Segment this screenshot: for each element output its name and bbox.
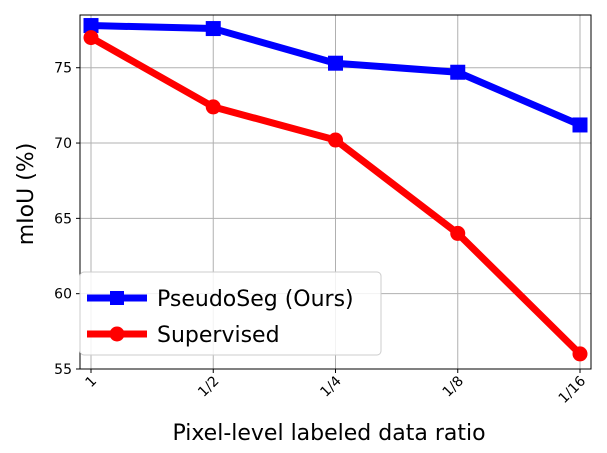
y-tick-label: 60 [54, 287, 72, 303]
legend-label-supervised: Supervised [157, 323, 280, 348]
y-tick-label: 55 [54, 362, 72, 378]
data-point [83, 18, 99, 34]
data-point [205, 21, 221, 37]
x-tick-label: 1/16 [556, 373, 590, 407]
legend: PseudoSeg (Ours) Supervised [79, 271, 382, 356]
x-axis: 1 1/2 1/4 1/8 1/16 [83, 369, 590, 407]
data-point [450, 225, 466, 241]
legend-box [79, 271, 382, 356]
data-point [328, 132, 343, 148]
y-tick-label: 75 [54, 61, 72, 77]
x-tick-label: 1/4 [317, 373, 344, 400]
data-point [572, 117, 588, 133]
legend-marker-pseudoseg [110, 291, 124, 305]
legend-label-pseudoseg: PseudoSeg (Ours) [157, 287, 354, 312]
data-point [83, 30, 99, 46]
x-axis-title: Pixel-level labeled data ratio [172, 421, 485, 446]
x-tick-label: 1 [83, 373, 101, 391]
data-point [572, 346, 588, 362]
data-point [328, 55, 343, 71]
legend-marker-supervised [109, 326, 125, 342]
y-tick-label: 70 [54, 136, 72, 152]
x-tick-label: 1/8 [440, 373, 467, 400]
series-layer [83, 18, 588, 362]
y-tick-label: 65 [54, 211, 72, 227]
x-tick-label: 1/2 [195, 373, 222, 400]
y-axis-title: mIoU (%) [14, 143, 39, 246]
data-point [205, 99, 221, 115]
data-point [450, 64, 466, 80]
y-axis: 55 60 65 70 75 [54, 61, 80, 378]
